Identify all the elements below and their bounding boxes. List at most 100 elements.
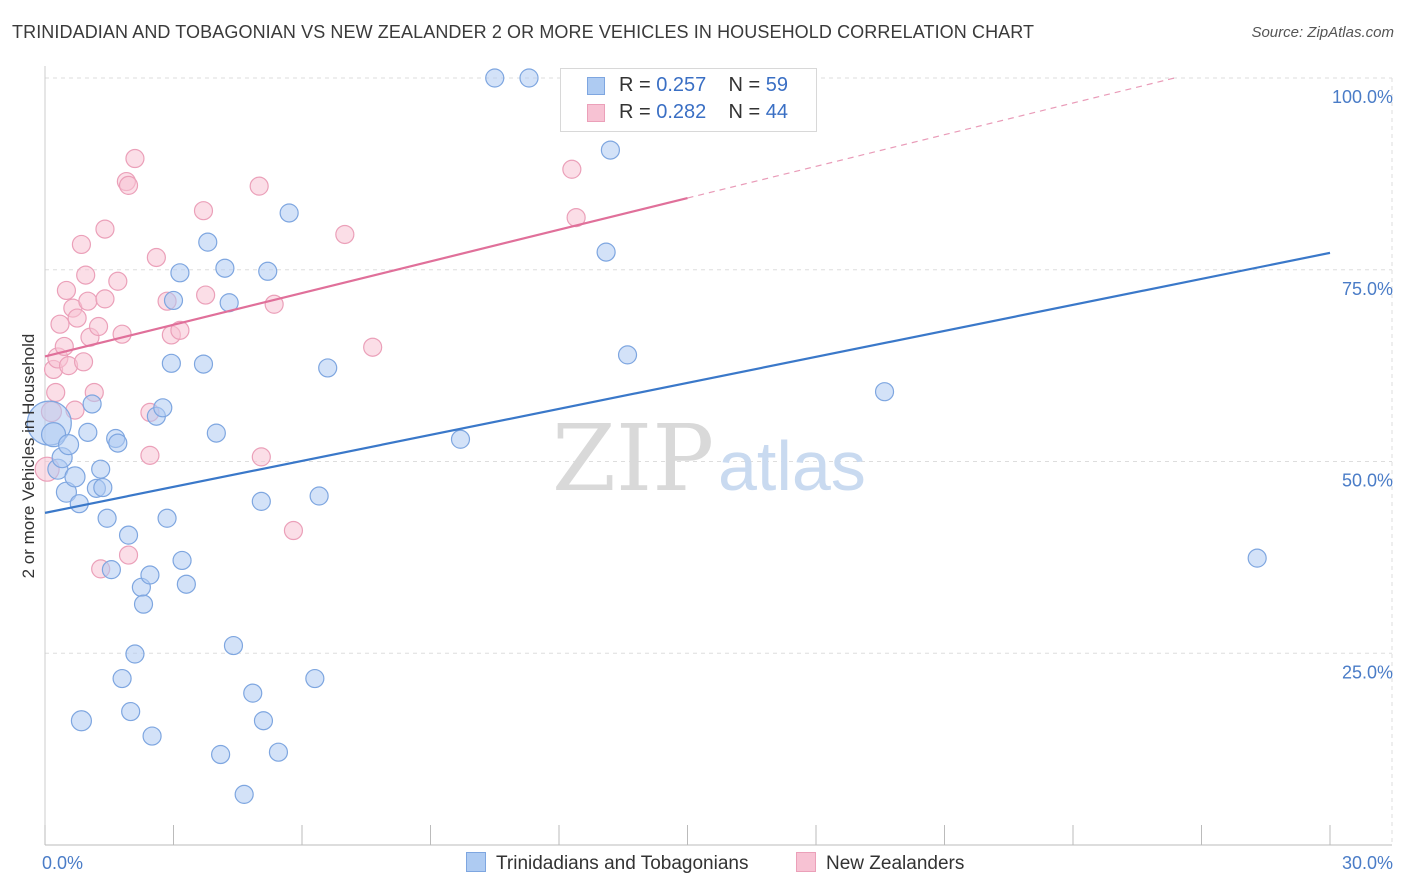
y-axis-label: 2 or more Vehicles in Household: [19, 334, 38, 579]
trinidadian-point: [70, 710, 93, 732]
trinidadian-point: [161, 353, 181, 373]
pink-swatch: [796, 852, 816, 872]
trinidadian-point: [78, 422, 98, 442]
stats-legend: R = 0.257 N = 59 R = 0.282 N = 44: [560, 68, 817, 132]
new-zealander-point: [95, 219, 115, 239]
trinidadian-point: [108, 433, 128, 453]
trend-line-solid: [44, 196, 688, 358]
new-zealander-point: [140, 445, 160, 465]
trinidadian-point: [133, 594, 154, 614]
trend-lines: [44, 77, 1331, 514]
trinidadian-point: [140, 565, 160, 585]
trinidadian-point: [176, 574, 196, 594]
tick-labels: 25.0% 50.0% 75.0% 100.0% 0.0% 30.0%: [42, 87, 1393, 873]
new-zealander-point: [108, 271, 128, 291]
trinidadian-point: [206, 423, 226, 443]
trend-line: [44, 251, 1331, 514]
new-zealander-point: [71, 234, 92, 255]
watermark-atlas: atlas: [718, 427, 866, 505]
new-zealander-point: [56, 280, 77, 301]
new-zealander-point: [249, 176, 269, 196]
trinidadian-point: [125, 644, 145, 664]
trinidadian-point: [253, 711, 274, 731]
trinidadian-point: [142, 726, 162, 746]
trinidadian-point: [309, 486, 329, 506]
r-label: R =: [619, 74, 651, 96]
r-label: R =: [619, 101, 651, 123]
blue-swatch: [587, 77, 605, 95]
n-value: 44: [765, 101, 789, 123]
series-trinidadians-points: [26, 68, 1267, 804]
trinidadian-point: [874, 382, 895, 402]
blue-swatch: [466, 852, 486, 872]
n-label: N =: [728, 101, 761, 123]
legend-label: New Zealanders: [826, 853, 965, 874]
trinidadian-point: [596, 242, 616, 262]
trinidadian-point: [57, 434, 80, 456]
trinidadian-point: [268, 742, 289, 762]
trinidadian-point: [172, 550, 192, 571]
new-zealander-point: [78, 291, 98, 311]
x-tick-label: 0.0%: [42, 853, 83, 873]
new-zealander-point: [46, 382, 66, 403]
y-tick-label: 75.0%: [1342, 279, 1393, 299]
y-tick-label: 25.0%: [1342, 662, 1393, 682]
new-zealander-point: [193, 201, 214, 221]
r-value: 0.282: [656, 101, 707, 123]
trinidadian-point: [251, 491, 271, 511]
series-new-zealanders-points: [34, 148, 586, 579]
trinidadian-point: [118, 525, 139, 545]
trinidadian-point: [193, 354, 214, 374]
new-zealander-point: [146, 247, 166, 268]
trinidadian-point: [450, 429, 471, 449]
new-zealander-point: [112, 324, 132, 344]
new-zealander-point: [335, 224, 355, 245]
y-tick-label: 50.0%: [1342, 471, 1393, 491]
watermark-zip: ZIP: [552, 405, 714, 512]
new-zealander-point: [50, 314, 70, 334]
new-zealander-point: [118, 175, 139, 195]
axes: [44, 66, 1392, 846]
trinidadian-point: [112, 668, 132, 689]
source-credit: Source: ZipAtlas.com: [1251, 24, 1394, 41]
new-zealander-point: [251, 447, 271, 467]
trinidadian-point: [170, 263, 190, 283]
new-zealander-point: [363, 337, 383, 357]
trinidadian-point: [91, 459, 111, 479]
trinidadian-point: [318, 358, 338, 378]
new-zealander-point: [562, 159, 582, 179]
trinidadian-point: [97, 508, 117, 528]
new-zealander-point: [196, 285, 216, 305]
new-zealander-point: [73, 352, 94, 372]
chart-title: TRINIDADIAN AND TOBAGONIAN VS NEW ZEALAN…: [12, 22, 1035, 42]
trinidadian-point: [82, 394, 102, 414]
legend-item-new-zealanders: New Zealanders: [796, 852, 964, 875]
trinidadian-point: [121, 701, 141, 722]
trinidadian-point: [198, 232, 218, 252]
new-zealander-point: [118, 545, 139, 565]
trinidadian-point: [64, 466, 86, 488]
new-zealander-point: [88, 316, 109, 337]
trinidadian-point: [101, 560, 121, 580]
trinidadian-point: [617, 345, 638, 365]
new-zealander-point: [67, 308, 87, 328]
trinidadian-point: [211, 744, 231, 765]
trinidadian-point: [600, 140, 621, 160]
n-value: 59: [765, 74, 789, 96]
trinidadian-point: [234, 784, 254, 804]
trinidadian-point: [223, 635, 244, 656]
trinidadian-point: [163, 290, 184, 311]
trinidadian-point: [243, 683, 263, 703]
new-zealander-point: [170, 320, 190, 340]
trinidadian-point: [215, 258, 235, 278]
trinidadian-point: [93, 477, 113, 498]
legend-label: Trinidadians and Tobagonians: [496, 853, 749, 874]
legend-item-trinidadians: Trinidadians and Tobagonians: [466, 852, 748, 875]
trinidadian-point: [1247, 548, 1267, 568]
new-zealander-point: [283, 520, 304, 541]
n-label: N =: [728, 74, 761, 96]
new-zealander-point: [76, 265, 96, 285]
x-tick-label: 30.0%: [1342, 853, 1393, 873]
new-zealander-point: [95, 289, 115, 309]
